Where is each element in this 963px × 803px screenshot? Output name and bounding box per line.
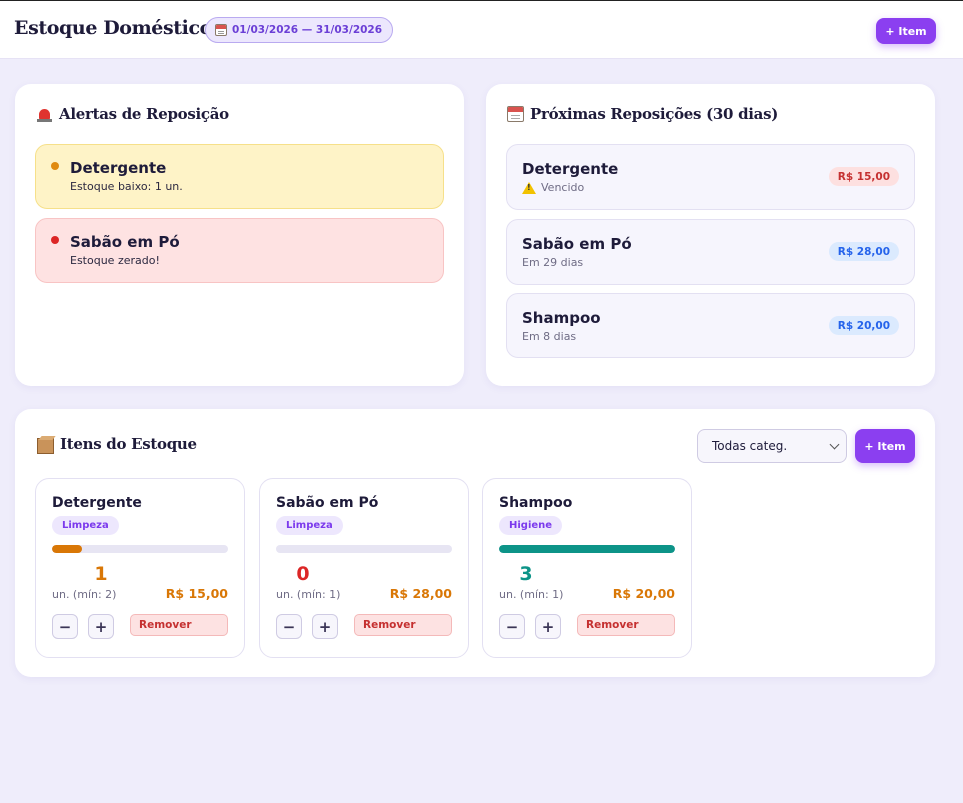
restock-item: Sabão em Pó Em 29 dias R$ 28,00 — [506, 219, 915, 285]
restock-item-due: Em 8 dias — [522, 330, 577, 343]
period-label: 01/03/2026 — 31/03/2026 — [232, 24, 383, 36]
alerts-title-text: Alertas de Reposição — [59, 105, 229, 123]
inventory-add-item-button[interactable]: + Item — [855, 429, 915, 463]
category-badge: Limpeza — [276, 516, 343, 535]
item-min-quantity: un. (mín: 1) — [499, 588, 564, 601]
restock-item: Detergente Vencido R$ 15,00 — [506, 144, 915, 210]
restock-item-due: Vencido — [522, 181, 584, 194]
calendar-icon — [507, 106, 524, 122]
item-price: R$ 15,00 — [165, 586, 228, 601]
item-quantity: 0 — [296, 563, 310, 585]
header-add-item-button[interactable]: + Item — [876, 18, 936, 44]
restock-item-name: Sabão em Pó — [522, 235, 632, 253]
alert-item: Detergente Estoque baixo: 1 un. — [35, 144, 444, 209]
app-title: Estoque Doméstico — [14, 17, 212, 39]
alert-item-name: Sabão em Pó — [70, 233, 180, 251]
warning-dot-icon — [51, 162, 59, 170]
remove-item-button[interactable]: Remover — [577, 614, 675, 636]
app-header: Estoque Doméstico 01/03/2026 — 31/03/202… — [0, 1, 963, 59]
restock-item-due: Em 29 dias — [522, 256, 584, 269]
category-filter-select[interactable]: Todas categ. — [697, 429, 847, 463]
warning-icon — [522, 181, 536, 194]
box-icon — [36, 436, 54, 454]
stock-level-fill — [499, 545, 675, 553]
chevron-down-icon — [829, 439, 840, 450]
period-selector[interactable]: 01/03/2026 — 31/03/2026 — [205, 17, 394, 43]
decrement-button[interactable]: − — [499, 614, 525, 639]
increment-button[interactable]: + — [312, 614, 338, 639]
restock-item: Shampoo Em 8 dias R$ 20,00 — [506, 293, 915, 358]
decrement-button[interactable]: − — [276, 614, 302, 639]
item-quantity: 1 — [94, 563, 108, 585]
siren-icon — [36, 107, 53, 122]
restock-item-name: Shampoo — [522, 309, 601, 327]
item-name: Detergente — [52, 495, 142, 511]
restock-title-text: Próximas Reposições (30 dias) — [530, 105, 779, 123]
stock-level-fill — [52, 545, 82, 553]
increment-button[interactable]: + — [88, 614, 114, 639]
window-top-border — [0, 0, 963, 1]
restock-item-due-text: Vencido — [541, 181, 585, 194]
inventory-item-card: Sabão em Pó Limpeza 0 un. (mín: 1) R$ 28… — [259, 478, 469, 658]
inventory-item-card: Shampoo Higiene 3 un. (mín: 1) R$ 20,00 … — [482, 478, 692, 658]
restock-price-badge: R$ 28,00 — [828, 242, 899, 261]
danger-dot-icon — [51, 236, 59, 244]
restock-alerts-panel: Alertas de Reposição Detergente Estoque … — [15, 84, 464, 386]
alert-item: Sabão em Pó Estoque zerado! — [35, 218, 444, 283]
stock-level-bar — [52, 545, 228, 553]
upcoming-restock-panel: Próximas Reposições (30 dias) Detergente… — [486, 84, 935, 386]
restock-item-name: Detergente — [522, 160, 619, 178]
restock-title: Próximas Reposições (30 dias) — [507, 105, 778, 123]
item-price: R$ 20,00 — [612, 586, 675, 601]
restock-price-badge: R$ 20,00 — [828, 316, 899, 335]
inventory-title-text: Itens do Estoque — [60, 435, 197, 453]
category-filter-value: Todas categ. — [712, 439, 788, 453]
item-quantity: 3 — [519, 563, 533, 585]
item-min-quantity: un. (mín: 1) — [276, 588, 341, 601]
alert-item-desc: Estoque zerado! — [70, 254, 160, 267]
alert-item-name: Detergente — [70, 159, 167, 177]
remove-item-button[interactable]: Remover — [354, 614, 452, 636]
inventory-panel: Itens do Estoque Todas categ. + Item Det… — [15, 409, 935, 677]
inventory-title: Itens do Estoque — [36, 435, 197, 454]
item-price: R$ 28,00 — [389, 586, 452, 601]
category-badge: Limpeza — [52, 516, 119, 535]
stock-level-bar — [499, 545, 675, 553]
restock-price-badge: R$ 15,00 — [828, 167, 899, 186]
item-name: Sabão em Pó — [276, 495, 379, 511]
remove-item-button[interactable]: Remover — [130, 614, 228, 636]
calendar-icon — [215, 24, 227, 36]
increment-button[interactable]: + — [535, 614, 561, 639]
inventory-item-card: Detergente Limpeza 1 un. (mín: 2) R$ 15,… — [35, 478, 245, 658]
item-min-quantity: un. (mín: 2) — [52, 588, 117, 601]
decrement-button[interactable]: − — [52, 614, 78, 639]
alerts-title: Alertas de Reposição — [36, 105, 229, 123]
stock-level-bar — [276, 545, 452, 553]
alert-item-desc: Estoque baixo: 1 un. — [70, 180, 183, 193]
category-badge: Higiene — [499, 516, 563, 535]
item-name: Shampoo — [499, 495, 573, 511]
